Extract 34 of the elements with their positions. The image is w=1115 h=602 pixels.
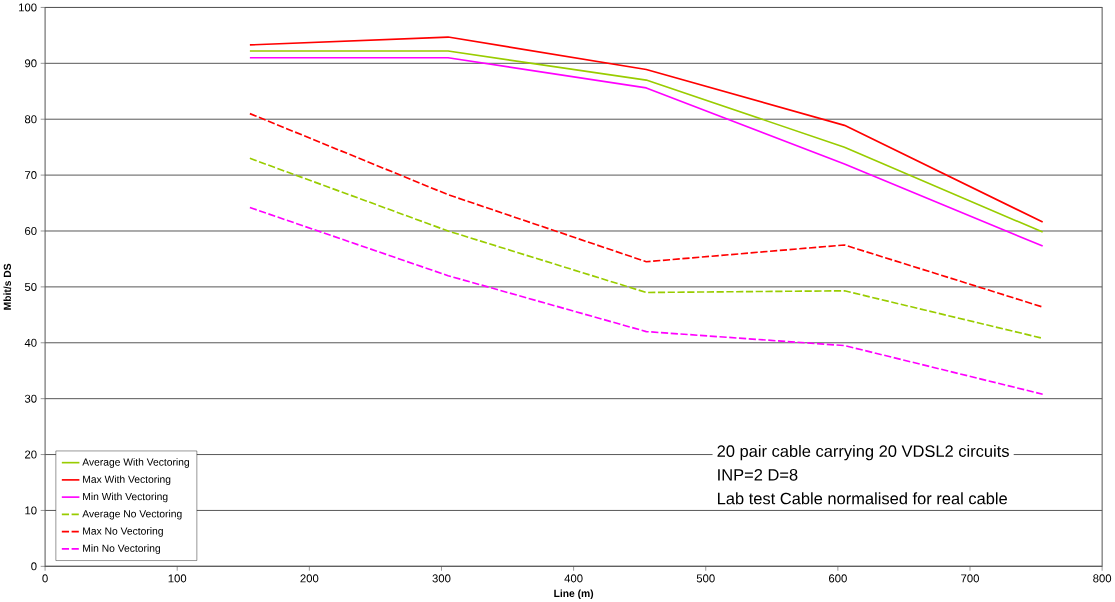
annotation: INP=2 D=8 <box>718 468 798 481</box>
legend-label: Min No Vectoring <box>83 544 160 554</box>
x-tick-label: 800 <box>1093 574 1112 583</box>
y-tick-label: 20 <box>25 450 37 459</box>
x-tick-label: 300 <box>432 574 451 583</box>
x-tick-label: 200 <box>300 574 319 583</box>
legend-label: Min With Vectoring <box>83 492 168 502</box>
y-tick-label: 80 <box>24 114 37 123</box>
legend-label: Max With Vectoring <box>83 475 171 485</box>
y-axis-title: Mbit/s DS <box>3 263 12 310</box>
line-series <box>249 112 1044 308</box>
annotation: Lab test Cable normalised for real cable <box>718 492 1007 505</box>
x-tick-label: 500 <box>696 574 715 583</box>
y-tick-label: 0 <box>31 562 37 571</box>
y-tick-label: 90 <box>24 59 37 68</box>
x-tick-label: 0 <box>42 574 48 583</box>
y-tick-label: 40 <box>24 338 37 347</box>
line-series <box>249 206 1044 395</box>
x-tick-label: 100 <box>168 574 187 583</box>
y-tick-label: 50 <box>24 282 37 291</box>
x-axis-title: Line (m) <box>554 589 594 599</box>
x-tick-label: 700 <box>961 574 979 583</box>
y-tick-label: 100 <box>19 3 37 12</box>
legend-label: Average No Vectoring <box>82 509 182 520</box>
y-tick-label: 10 <box>25 506 37 515</box>
y-tick-label: 70 <box>25 170 37 179</box>
legend-label: Average With Vectoring <box>82 457 189 468</box>
y-tick-label: 60 <box>25 226 37 235</box>
line-series <box>249 157 1044 339</box>
x-tick-label: 600 <box>829 574 847 583</box>
annotation: 20 pair cable carrying 20 VDSL2 circuits <box>717 444 1009 461</box>
x-tick-label: 400 <box>564 574 583 583</box>
legend-label: Max No Vectoring <box>83 526 163 537</box>
y-tick-label: 30 <box>24 394 37 403</box>
